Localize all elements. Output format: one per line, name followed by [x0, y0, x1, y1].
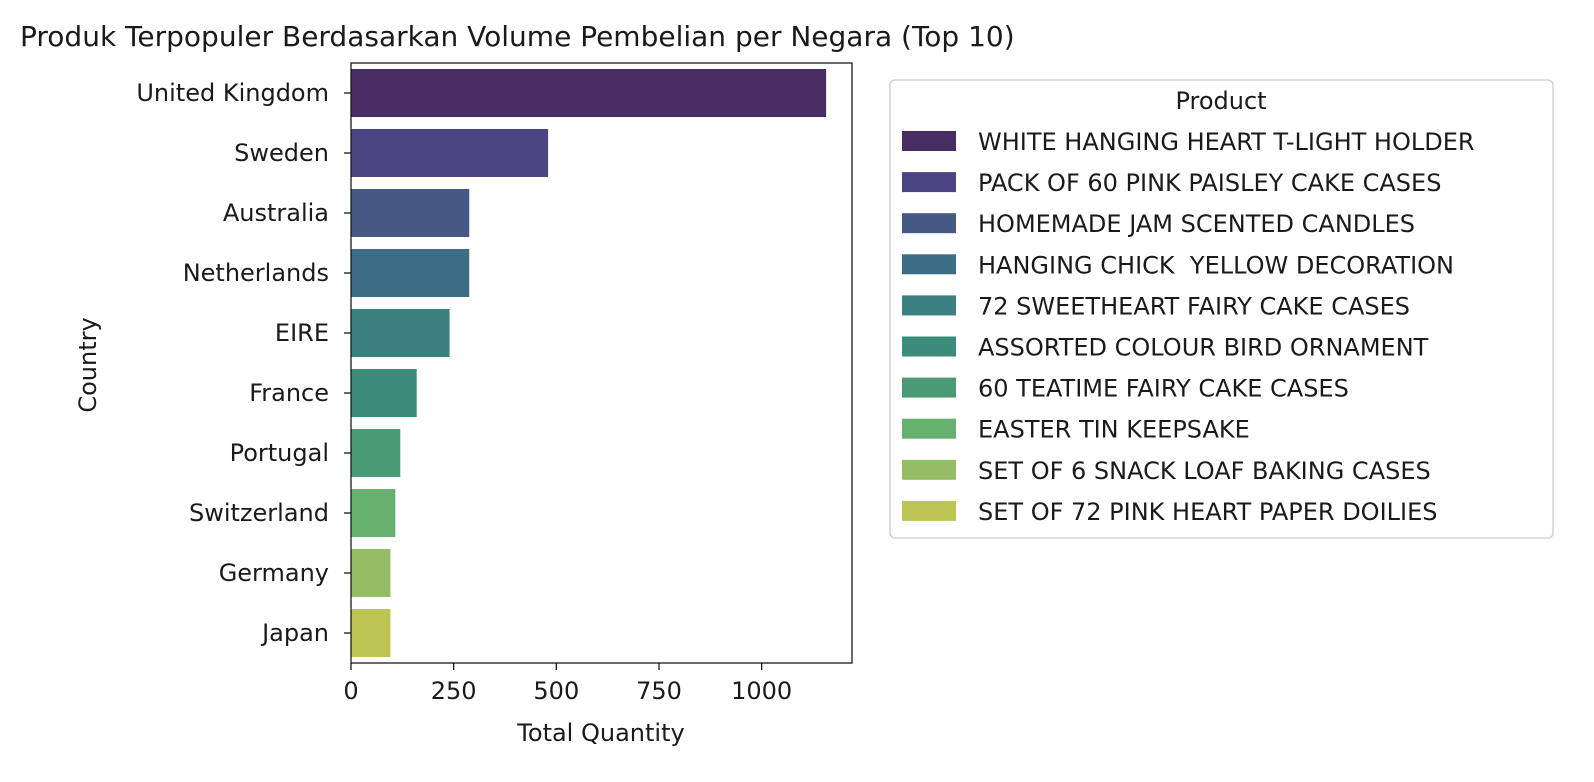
- legend-swatch: [902, 295, 956, 316]
- x-tick-label: 500: [533, 677, 579, 705]
- x-axis-label: Total Quantity: [516, 719, 684, 747]
- y-tick-label: EIRE: [275, 319, 329, 347]
- legend-label: HOMEMADE JAM SCENTED CANDLES: [978, 210, 1415, 238]
- legend-swatch: [902, 254, 956, 275]
- x-tick-label: 750: [636, 677, 682, 705]
- y-tick-label: Australia: [223, 199, 329, 227]
- legend-swatch: [902, 336, 956, 357]
- y-axis-label: Country: [74, 317, 102, 412]
- bar: [351, 129, 549, 177]
- bar: [351, 69, 827, 117]
- bar: [351, 429, 401, 477]
- legend-swatch: [902, 377, 956, 398]
- y-tick-label: Switzerland: [189, 499, 329, 527]
- y-tick-label: Sweden: [234, 139, 329, 167]
- legend-label: HANGING CHICK YELLOW DECORATION: [978, 251, 1454, 279]
- legend-label: SET OF 72 PINK HEART PAPER DOILIES: [978, 498, 1438, 526]
- legend-label: SET OF 6 SNACK LOAF BAKING CASES: [978, 457, 1431, 485]
- bar: [351, 309, 450, 357]
- bar: [351, 189, 470, 237]
- legend-swatch: [902, 172, 956, 193]
- legend-title: Product: [1175, 87, 1266, 115]
- legend-label: 72 SWEETHEART FAIRY CAKE CASES: [978, 292, 1410, 320]
- y-tick-label: Germany: [219, 559, 329, 587]
- bar: [351, 369, 417, 417]
- legend-label: ASSORTED COLOUR BIRD ORNAMENT: [978, 334, 1429, 362]
- legend-items: WHITE HANGING HEART T-LIGHT HOLDER PACK O…: [902, 128, 1475, 526]
- y-axis: United Kingdom Sweden Australia Netherlands…: [136, 79, 351, 647]
- bar: [351, 549, 391, 597]
- x-tick-label: 1000: [731, 677, 792, 705]
- legend-label: PACK OF 60 PINK PAISLEY CAKE CASES: [978, 169, 1441, 197]
- plot-frame: [350, 62, 853, 664]
- y-tick-label: France: [249, 379, 329, 407]
- legend-swatch: [902, 213, 956, 234]
- y-tick-label: United Kingdom: [136, 79, 329, 107]
- y-tick-label: Portugal: [230, 439, 329, 467]
- x-tick-label: 250: [431, 677, 477, 705]
- x-axis: 0 250 500 750 1000: [343, 663, 792, 705]
- legend-label: 60 TEATIME FAIRY CAKE CASES: [978, 375, 1349, 403]
- bar: [351, 489, 396, 537]
- y-tick-label: Netherlands: [183, 259, 329, 287]
- legend-swatch: [902, 500, 956, 521]
- bars: [351, 69, 827, 657]
- y-tick-label: Japan: [260, 619, 329, 647]
- x-tick-label: 0: [343, 677, 358, 705]
- legend-swatch: [902, 418, 956, 439]
- bar: [351, 249, 470, 297]
- legend-label: EASTER TIN KEEPSAKE: [978, 416, 1250, 444]
- legend: Product WHITE HANGING HEART T-LIGHT HOLD…: [889, 79, 1554, 539]
- bar: [351, 609, 391, 657]
- legend-swatch: [902, 459, 956, 480]
- legend-label: WHITE HANGING HEART T-LIGHT HOLDER: [978, 128, 1475, 156]
- chart-title: Produk Terpopuler Berdasarkan Volume Pem…: [20, 20, 1015, 53]
- legend-frame: [889, 79, 1554, 539]
- legend-swatch: [902, 131, 956, 151]
